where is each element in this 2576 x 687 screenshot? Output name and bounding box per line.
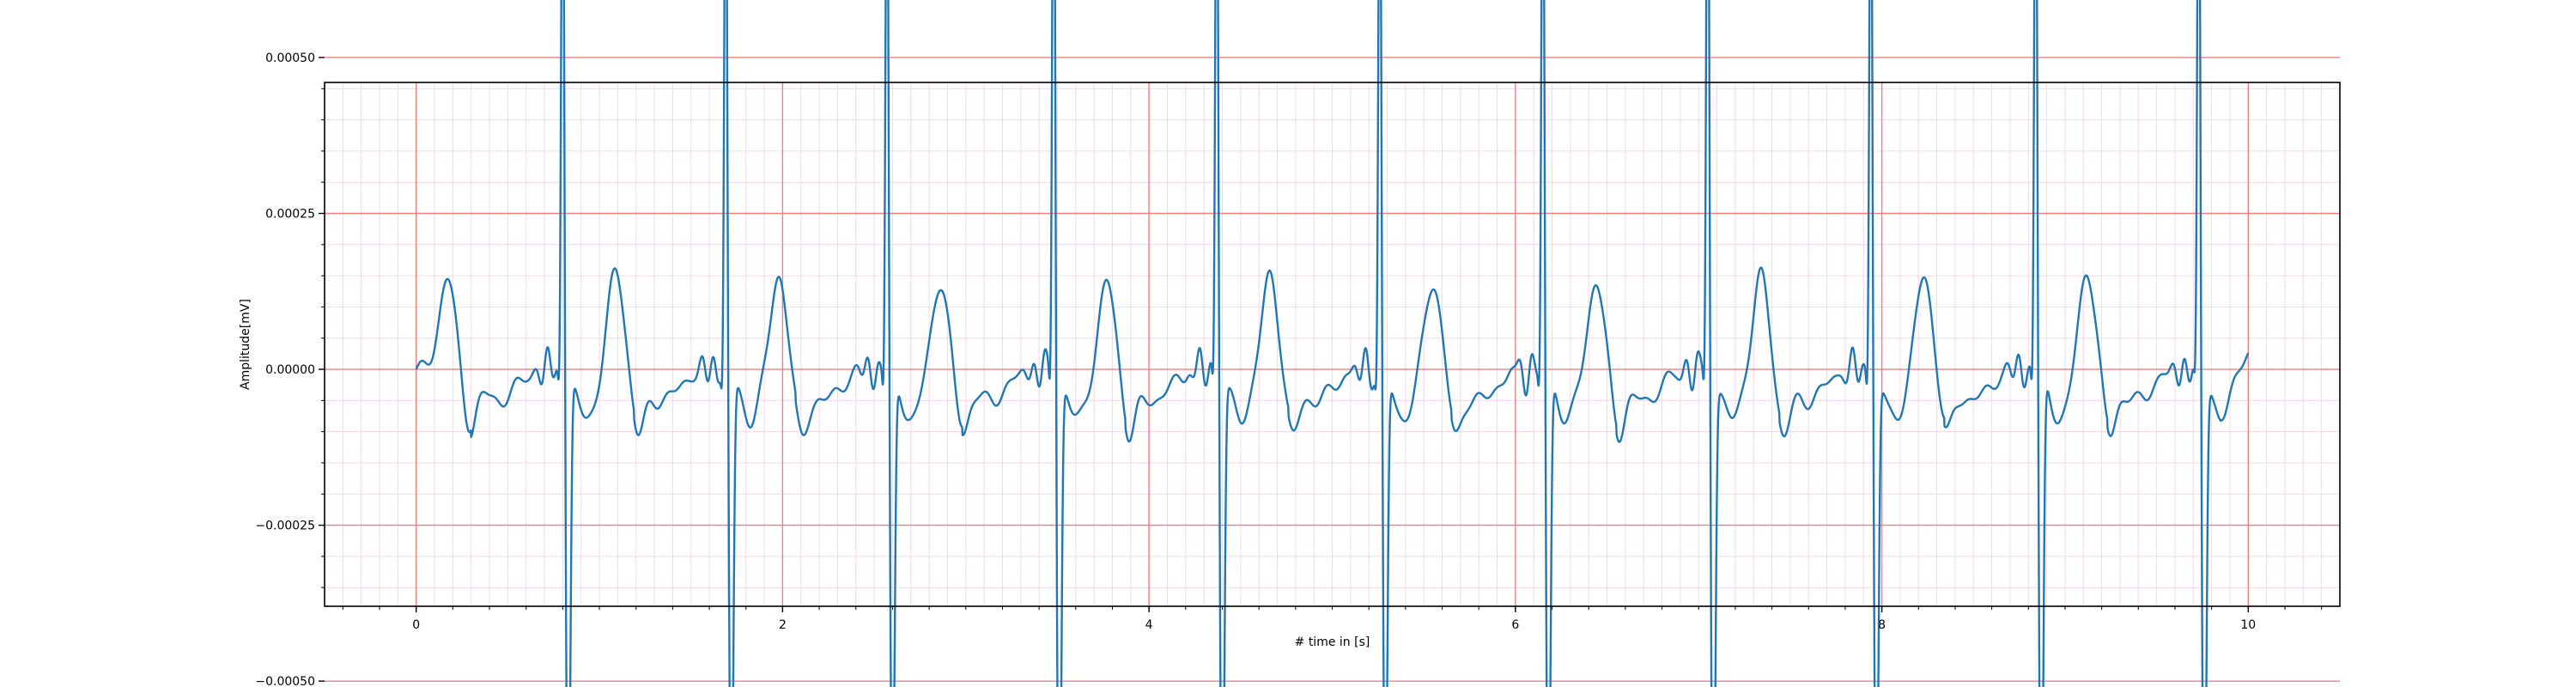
x-axis-label: # time in [s] <box>1295 635 1370 649</box>
y-axis-label: Amplitude[mV] <box>239 299 252 390</box>
x-tick-label: 0 <box>412 618 420 632</box>
x-axis: 0 2 4 6 8 10 <box>342 606 2323 632</box>
y-tick-label: 0.00050 <box>265 52 315 65</box>
y-tick-label: −0.00025 <box>255 520 315 533</box>
series-line-ecg <box>415 0 2250 687</box>
minor-grid <box>325 82 2340 606</box>
x-tick-label: 6 <box>1511 618 1519 632</box>
y-axis: −0.00075−0.00050−0.000250.000000.000250.… <box>255 52 325 687</box>
y-tick-label: 0.00025 <box>265 208 315 222</box>
x-tick-label: 4 <box>1145 618 1153 632</box>
x-tick-label: 2 <box>779 618 787 632</box>
y-tick-label: 0.00000 <box>265 363 315 377</box>
x-tick-label: 10 <box>2240 618 2256 632</box>
y-tick-label: −0.00050 <box>255 675 315 687</box>
x-tick-label: 8 <box>1878 618 1886 632</box>
